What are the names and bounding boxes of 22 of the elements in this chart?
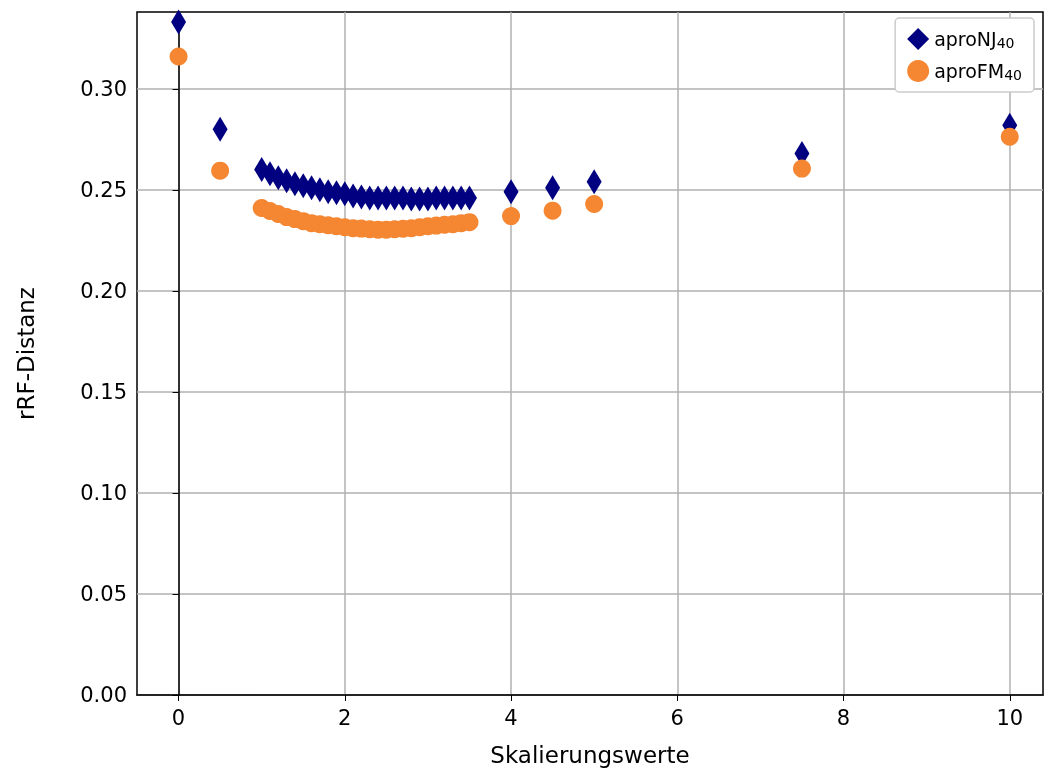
point xyxy=(792,159,811,178)
y-tick-label: 0.30 xyxy=(80,76,127,101)
y-tick-label: 0.20 xyxy=(80,278,127,303)
point xyxy=(211,161,230,180)
x-tick-label: 10 xyxy=(996,705,1024,730)
y-tick-label: 0.25 xyxy=(80,177,127,202)
point xyxy=(543,201,562,220)
y-tick-label: 0.05 xyxy=(80,581,127,606)
x-tick-label: 2 xyxy=(338,705,352,730)
point xyxy=(585,194,604,213)
x-tick-label: 8 xyxy=(836,705,851,730)
y-tick-label: 0.10 xyxy=(80,480,127,505)
y-tick-label: 0.15 xyxy=(80,379,127,404)
y-axis-title: rRF-Distanz xyxy=(12,287,39,420)
point xyxy=(1000,127,1019,146)
x-axis-title: Skalierungswerte xyxy=(490,741,690,768)
x-tick-label: 4 xyxy=(504,705,518,730)
point xyxy=(502,207,521,226)
y-tick-label: 0.00 xyxy=(80,683,127,707)
x-tick-label: 0 xyxy=(171,705,186,730)
x-tick-label: 6 xyxy=(670,705,684,730)
point xyxy=(169,47,188,66)
